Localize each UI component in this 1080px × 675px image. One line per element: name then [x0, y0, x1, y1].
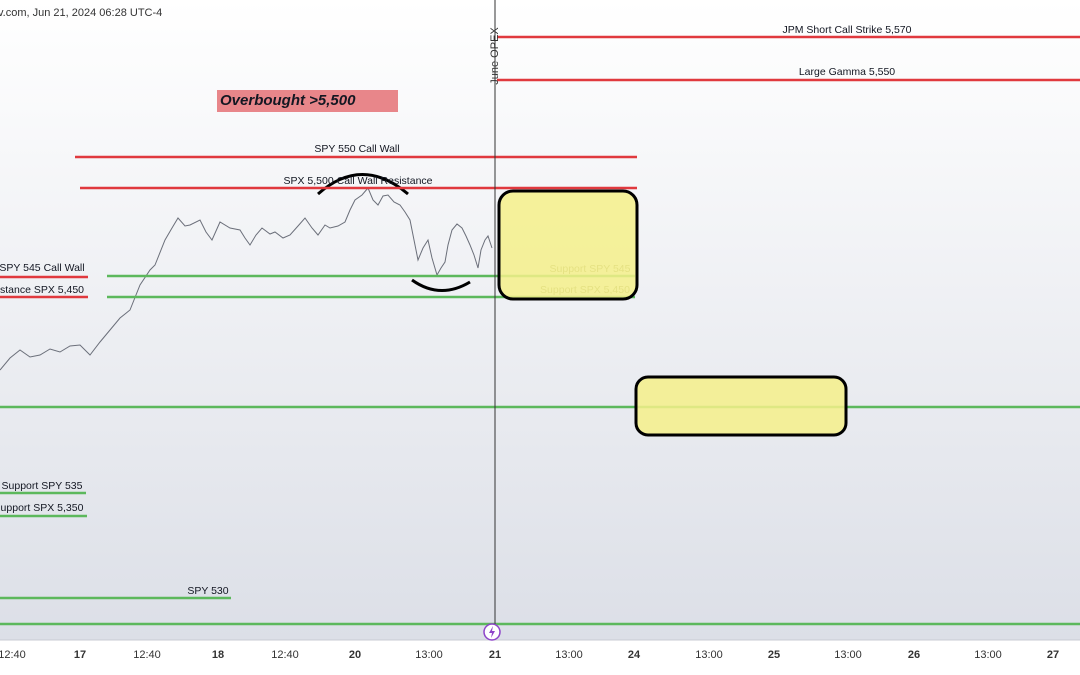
- plot-background: [0, 0, 1080, 640]
- level-label: Large Gamma 5,550: [799, 66, 895, 78]
- x-axis-label: 21: [489, 649, 501, 661]
- header-text: v.com, Jun 21, 2024 06:28 UTC-4: [0, 7, 162, 19]
- highlight-box: [497, 189, 639, 301]
- x-axis-label: 13:00: [695, 649, 723, 661]
- x-axis-label: 26: [908, 649, 920, 661]
- axis-background: [0, 640, 1080, 675]
- highlight-arc: [411, 278, 471, 292]
- level-label: Support SPY 535: [2, 480, 83, 492]
- x-axis-label: 13:00: [415, 649, 443, 661]
- levels: JPM Short Call Strike 5,570 Large Gamma 5…: [0, 24, 1080, 626]
- level-label: SPX 5,500 Call Wall Resistance: [283, 175, 432, 187]
- x-axis-label: 13:00: [834, 649, 862, 661]
- x-axis-label: 12:40: [133, 649, 161, 661]
- highlight-box: [634, 375, 848, 437]
- x-axis-label: 17: [74, 649, 86, 661]
- x-axis-label: 25: [768, 649, 780, 661]
- x-axis-label: 12:40: [271, 649, 299, 661]
- event-label: June OPEX: [489, 27, 501, 85]
- level-label: upport SPX 5,350: [1, 502, 84, 514]
- level-label: SPY 530: [187, 585, 228, 597]
- annotation-text: Overbought >5,500: [220, 92, 356, 109]
- level-label: stance SPX 5,450: [0, 284, 84, 296]
- x-axis-label: 24: [628, 649, 641, 661]
- x-axis-label: 20: [349, 649, 361, 661]
- price-trace: [0, 187, 493, 371]
- level-label: JPM Short Call Strike 5,570: [783, 24, 912, 36]
- x-axis-label: 27: [1047, 649, 1059, 661]
- x-axis: 12:40 17 12:40 18 12:40 20 13:00 21 13:00 24 13:00…: [0, 649, 1059, 661]
- level-label: SPY 550 Call Wall: [314, 143, 399, 155]
- annotation-box: [217, 90, 398, 112]
- highlight-arc: [317, 173, 409, 196]
- event-icon-bolt: [489, 626, 495, 638]
- level-label: SPY 545 Call Wall: [0, 262, 85, 274]
- x-axis-label: 13:00: [555, 649, 583, 661]
- x-axis-label: 13:00: [974, 649, 1002, 661]
- x-axis-label: 12:40: [0, 649, 26, 661]
- x-axis-label: 18: [212, 649, 224, 661]
